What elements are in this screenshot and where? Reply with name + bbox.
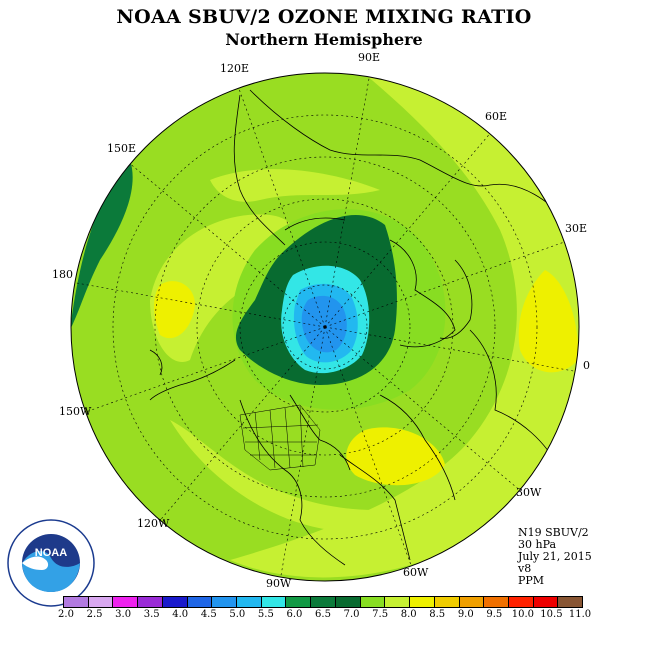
noaa-logo: NOAA (7, 519, 95, 607)
colorbar-swatch (237, 597, 262, 607)
colorbar-tick-label: 9.0 (457, 609, 474, 620)
colorbar-tick-label: 10.5 (540, 609, 563, 620)
lon-label-120e: 120E (220, 62, 250, 75)
latitude-circle-80 (282, 284, 368, 370)
latitude-circle-70 (239, 241, 411, 413)
colorbar-tick-label: 2.0 (58, 609, 74, 620)
colorbar-swatch (88, 597, 114, 607)
info-block: N19 SBUV/2 30 hPa July 21, 2015 v8 PPM (518, 527, 592, 587)
page-title: NOAA SBUV/2 OZONE MIXING RATIO (116, 6, 532, 28)
colorbar-swatch (484, 597, 509, 607)
lon-label-60e: 60E (485, 110, 508, 123)
colorbar-tick-label: 6.5 (315, 609, 331, 620)
info-units: PPM (518, 574, 545, 587)
lon-label-30w: 30W (516, 486, 542, 499)
colorbar-tick-label: 6.0 (286, 609, 303, 620)
info-satellite: N19 SBUV/2 (518, 526, 589, 539)
colorbar-swatch (459, 597, 485, 607)
state-boundaries (239, 404, 321, 471)
colorbar-swatch (533, 597, 559, 607)
contour-8-0-north (210, 169, 380, 202)
colorbar-tick-label: 8.0 (400, 609, 417, 620)
colorbar-swatch (434, 597, 460, 607)
colorbar-swatch (261, 597, 287, 607)
colorbar-swatch (162, 597, 188, 607)
lon-label-30e: 30E (565, 222, 588, 235)
contour-8-5-atlantic (346, 427, 445, 486)
contour-4-5-core (301, 295, 347, 353)
contour-8-5-pacific (154, 281, 195, 339)
colorbar-swatch (212, 597, 238, 607)
colorbar-tick-label: 8.5 (429, 609, 446, 620)
map-border (70, 72, 580, 582)
colorbar-tick-label: 4.5 (200, 609, 217, 620)
colorbar-swatch (64, 597, 89, 607)
colorbar-swatch (335, 597, 361, 607)
info-date: July 21, 2015 (518, 550, 592, 563)
colorbar-ticks: 2.0 2.5 3.0 3.5 4.0 4.5 5.0 5.5 6.0 6.5 7.0 7.5 8.0 8… (58, 608, 591, 624)
colorbar-swatch (286, 597, 312, 607)
colorbar-swatch (187, 597, 213, 607)
contour-8-5-east (518, 270, 579, 373)
colorbar-tick-label: 9.5 (486, 609, 503, 620)
colorbar-swatch (311, 597, 336, 607)
contour-8-0-south (170, 420, 440, 532)
latitude-circle-50 (154, 156, 496, 498)
meridians (71, 73, 579, 581)
colorbar-tick-label: 10.0 (511, 609, 535, 620)
coastlines (149, 89, 576, 566)
colorbar-swatch (113, 597, 139, 607)
colorbar-swatch (508, 597, 534, 607)
colorbar-swatch (385, 597, 411, 607)
lon-label-120w: 120W (137, 517, 170, 530)
colorbar-tick-label: 7.0 (343, 609, 360, 620)
logo-text: NOAA (35, 547, 67, 559)
lon-label-150e: 150E (107, 142, 137, 155)
lon-label-0: 0 (583, 359, 590, 372)
colorbar-swatch (138, 597, 163, 607)
colorbar-tick-label: 2.5 (86, 609, 103, 620)
latitude-circle-40 (112, 114, 538, 540)
colorbar-tick-label: 4.0 (172, 609, 189, 620)
colorbar-tick-label: 7.5 (372, 609, 389, 620)
lon-label-90e: 90E (358, 51, 381, 64)
colorbar-tick-label: 5.0 (229, 609, 246, 620)
info-version: v8 (518, 562, 532, 575)
colorbar-swatch (360, 597, 386, 607)
colorbar (63, 596, 583, 608)
lon-label-180: 180 (52, 268, 73, 281)
lon-label-60w: 60W (403, 566, 429, 579)
lon-label-90w: 90W (266, 577, 292, 590)
colorbar-swatch (410, 597, 435, 607)
page-subtitle: Northern Hemisphere (225, 30, 423, 49)
contour-7-0-edge-north (71, 160, 133, 330)
lon-label-150w: 150W (59, 405, 92, 418)
info-pressure: 30 hPa (518, 538, 557, 551)
colorbar-swatch (558, 597, 583, 607)
colorbar-tick-label: 3.5 (143, 609, 160, 620)
colorbar-tick-label: 5.5 (257, 609, 274, 620)
latitude-circle-60 (196, 198, 454, 456)
colorbar-tick-label: 11.0 (568, 609, 592, 620)
colorbar-tick-label: 3.0 (115, 609, 132, 620)
